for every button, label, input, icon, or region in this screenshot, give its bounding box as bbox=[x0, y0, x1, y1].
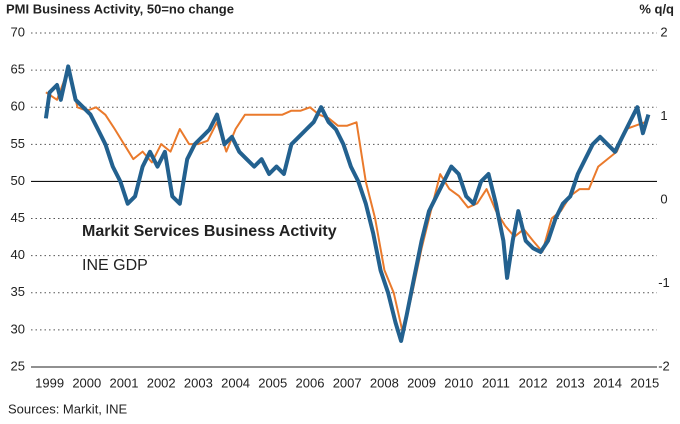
y-tick-label: 65 bbox=[11, 62, 25, 77]
y-tick-label: 70 bbox=[11, 24, 25, 39]
y-tick-label: 60 bbox=[11, 99, 25, 114]
y-tick-label: 45 bbox=[11, 210, 25, 225]
chart-title: PMI Business Activity, 50=no change bbox=[6, 1, 234, 16]
x-tick-label: 2008 bbox=[370, 375, 399, 390]
y-tick-label: 50 bbox=[11, 173, 25, 188]
data-line bbox=[43, 64, 651, 343]
y2-tick-label: 1 bbox=[660, 108, 667, 123]
y2-tick-label: -1 bbox=[658, 275, 670, 290]
x-tick-label: 2002 bbox=[147, 375, 176, 390]
source-note: Sources: Markit, INE bbox=[8, 401, 128, 416]
y-tick-label: 55 bbox=[11, 136, 25, 151]
x-tick-label: 2000 bbox=[72, 375, 101, 390]
x-tick-label: 2011 bbox=[482, 375, 510, 390]
y-tick-label: 40 bbox=[11, 247, 25, 262]
y2-tick-label: 0 bbox=[660, 191, 667, 206]
y2-tick-label: 2 bbox=[660, 24, 667, 39]
x-tick-label: 2001 bbox=[110, 375, 139, 390]
x-tick-label: 2004 bbox=[221, 375, 250, 390]
x-tick-label: 2005 bbox=[258, 375, 287, 390]
y-tick-label: 30 bbox=[11, 321, 25, 336]
legend-label: INE GDP bbox=[82, 257, 148, 274]
x-tick-label: 2006 bbox=[296, 375, 325, 390]
x-tick-label: 2012 bbox=[519, 375, 548, 390]
legend-label: Markit Services Business Activity bbox=[82, 223, 337, 240]
x-tick-label: 2013 bbox=[556, 375, 585, 390]
y-tick-label: 25 bbox=[11, 358, 25, 373]
data-line bbox=[45, 68, 646, 335]
x-tick-label: 2010 bbox=[444, 375, 473, 390]
x-tick-label: 2007 bbox=[333, 375, 362, 390]
y2-axis-label: % q/q bbox=[639, 1, 674, 16]
y-tick-label: 35 bbox=[11, 284, 25, 299]
x-tick-label: 2009 bbox=[407, 375, 436, 390]
x-tick-label: 1999 bbox=[35, 375, 64, 390]
y2-tick-label: -2 bbox=[658, 358, 670, 373]
x-tick-label: 2014 bbox=[593, 375, 622, 390]
x-tick-label: 2015 bbox=[630, 375, 659, 390]
x-tick-label: 2003 bbox=[184, 375, 213, 390]
